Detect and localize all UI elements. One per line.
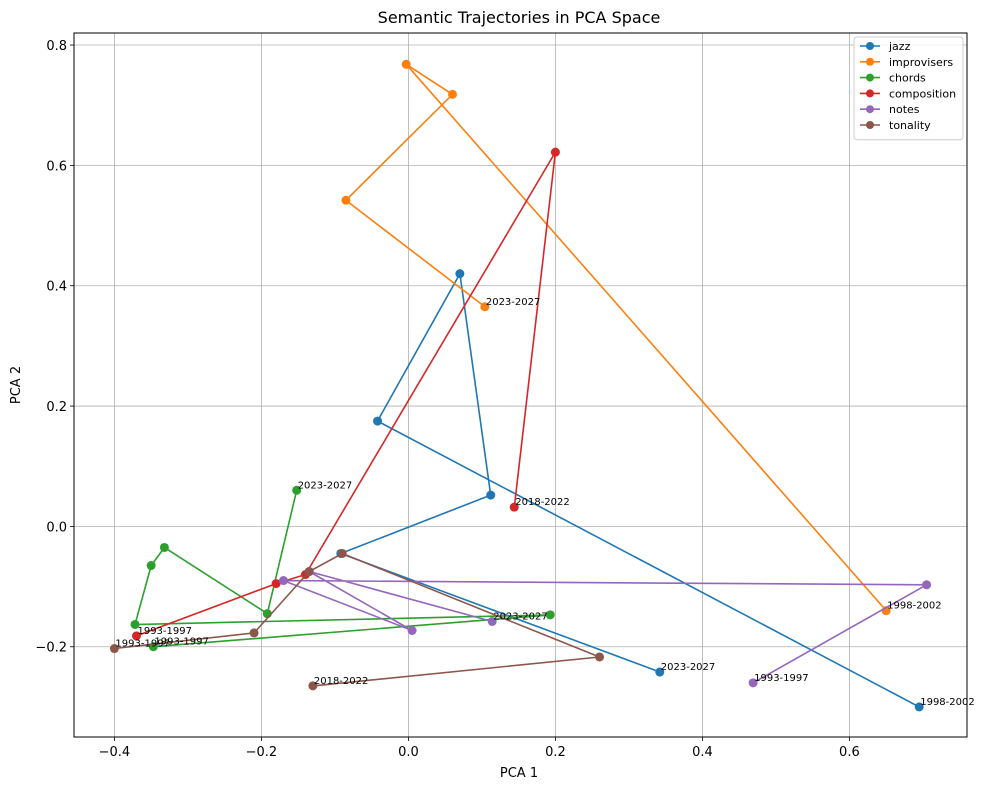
data-point-composition (131, 631, 141, 641)
legend-label: jazz (888, 40, 911, 53)
data-point-jazz (373, 416, 383, 426)
series-tonality (109, 548, 605, 691)
data-point-notes (487, 616, 497, 626)
x-tick-label: 0.4 (692, 745, 713, 760)
data-point-tonality (308, 681, 318, 691)
data-point-chords (545, 610, 555, 620)
data-point-jazz (455, 269, 465, 279)
legend-item-tonality: tonality (860, 119, 931, 132)
data-point-notes (748, 678, 758, 688)
y-tick-label: 0.8 (46, 39, 67, 54)
data-point-composition (550, 147, 560, 157)
x-tick-label: 0.6 (839, 745, 860, 760)
series-line-chords (133, 490, 551, 648)
end-label-improvisers: 2023-2027 (486, 297, 541, 308)
legend-label: improvisers (889, 56, 953, 69)
start-label-improvisers: 1998-2002 (887, 601, 942, 612)
y-tick-label: −0.2 (35, 641, 67, 656)
annotation-layer: 1998-2002 2023-2027 1998-2002 2023-2027 1993… (115, 297, 974, 708)
legend-label: composition (889, 87, 956, 100)
data-point-chords (146, 561, 156, 571)
start-label-composition: 1993-1997 (137, 626, 192, 637)
axes-frame (73, 32, 968, 738)
end-label-notes: 2023-2027 (493, 611, 548, 622)
y-tick-label: 0.6 (46, 159, 67, 174)
data-point-improvisers (480, 302, 490, 312)
legend-item-improvisers: improvisers (860, 56, 953, 69)
legend-item-jazz: jazz (860, 40, 911, 53)
series-jazz (336, 269, 924, 712)
data-point-tonality (109, 644, 119, 654)
end-label-jazz: 2023-2027 (661, 662, 716, 673)
data-point-improvisers (448, 89, 458, 99)
y-tick-label: 0.2 (46, 400, 67, 415)
data-point-jazz (486, 490, 496, 500)
series-line-composition (136, 151, 557, 637)
end-label-composition: 2018-2022 (515, 497, 570, 508)
legend-item-notes: notes (860, 103, 920, 116)
y-tick-label: 0.4 (46, 280, 67, 295)
legend-item-composition: composition (860, 87, 956, 100)
data-point-notes (922, 580, 932, 590)
start-label-tonality: 1993-1997 (115, 639, 170, 650)
series-layer (109, 59, 932, 712)
legend-swatch-marker (866, 89, 874, 98)
legend-label: tonality (889, 119, 931, 132)
grid (74, 33, 967, 737)
data-point-chords (292, 485, 302, 495)
legend-item-chords: chords (860, 72, 926, 85)
data-point-chords (159, 542, 169, 552)
data-point-composition (271, 579, 281, 589)
x-axis-ticks: −0.4 −0.2 0.0 0.2 0.4 0.6 (99, 737, 860, 760)
start-label-notes: 1993-1997 (754, 673, 809, 684)
data-point-composition (509, 502, 519, 512)
series-line-jazz (338, 271, 920, 708)
data-point-notes (407, 625, 417, 635)
data-point-improvisers (341, 195, 351, 205)
legend-label: notes (889, 103, 920, 116)
series-composition (131, 147, 560, 641)
data-point-tonality (595, 652, 605, 662)
series-notes (278, 567, 932, 688)
x-tick-label: 0.2 (545, 745, 566, 760)
series-line-tonality (114, 552, 600, 687)
data-point-tonality (249, 628, 259, 638)
legend-swatch-marker (866, 121, 874, 129)
data-point-improvisers (401, 59, 411, 69)
series-chords (130, 485, 555, 652)
legend-swatch-marker (866, 105, 874, 114)
start-label-chords: 1993-1997 (154, 637, 209, 648)
x-axis-label: PCA 1 (500, 766, 538, 781)
data-point-chords (130, 619, 140, 629)
y-tick-label: 0.0 (46, 520, 67, 535)
legend-label: chords (889, 72, 926, 85)
legend-swatch-marker (866, 73, 874, 82)
series-line-improvisers (344, 63, 887, 612)
end-label-tonality: 2018-2022 (314, 676, 369, 687)
y-axis-label: PCA 2 (9, 366, 24, 404)
x-tick-label: 0.0 (398, 745, 419, 760)
legend-box (853, 36, 964, 141)
data-point-jazz (655, 667, 665, 677)
y-axis-ticks: −0.2 0.0 0.2 0.4 0.6 0.8 (35, 39, 74, 656)
series-line-notes (283, 570, 930, 684)
data-point-tonality (304, 567, 314, 577)
end-label-chords: 2023-2027 (298, 480, 353, 491)
legend: jazz improvisers chords composition notes ton… (853, 36, 964, 141)
x-tick-label: −0.2 (246, 745, 278, 760)
data-point-jazz (914, 702, 924, 712)
legend-swatch-marker (866, 42, 874, 50)
data-point-tonality (337, 548, 347, 558)
start-label-jazz: 1998-2002 (920, 697, 975, 708)
legend-swatch-marker (866, 57, 874, 66)
chart-title: Semantic Trajectories in PCA Space (378, 8, 661, 27)
x-tick-label: −0.4 (99, 745, 131, 760)
data-point-notes (278, 576, 288, 586)
